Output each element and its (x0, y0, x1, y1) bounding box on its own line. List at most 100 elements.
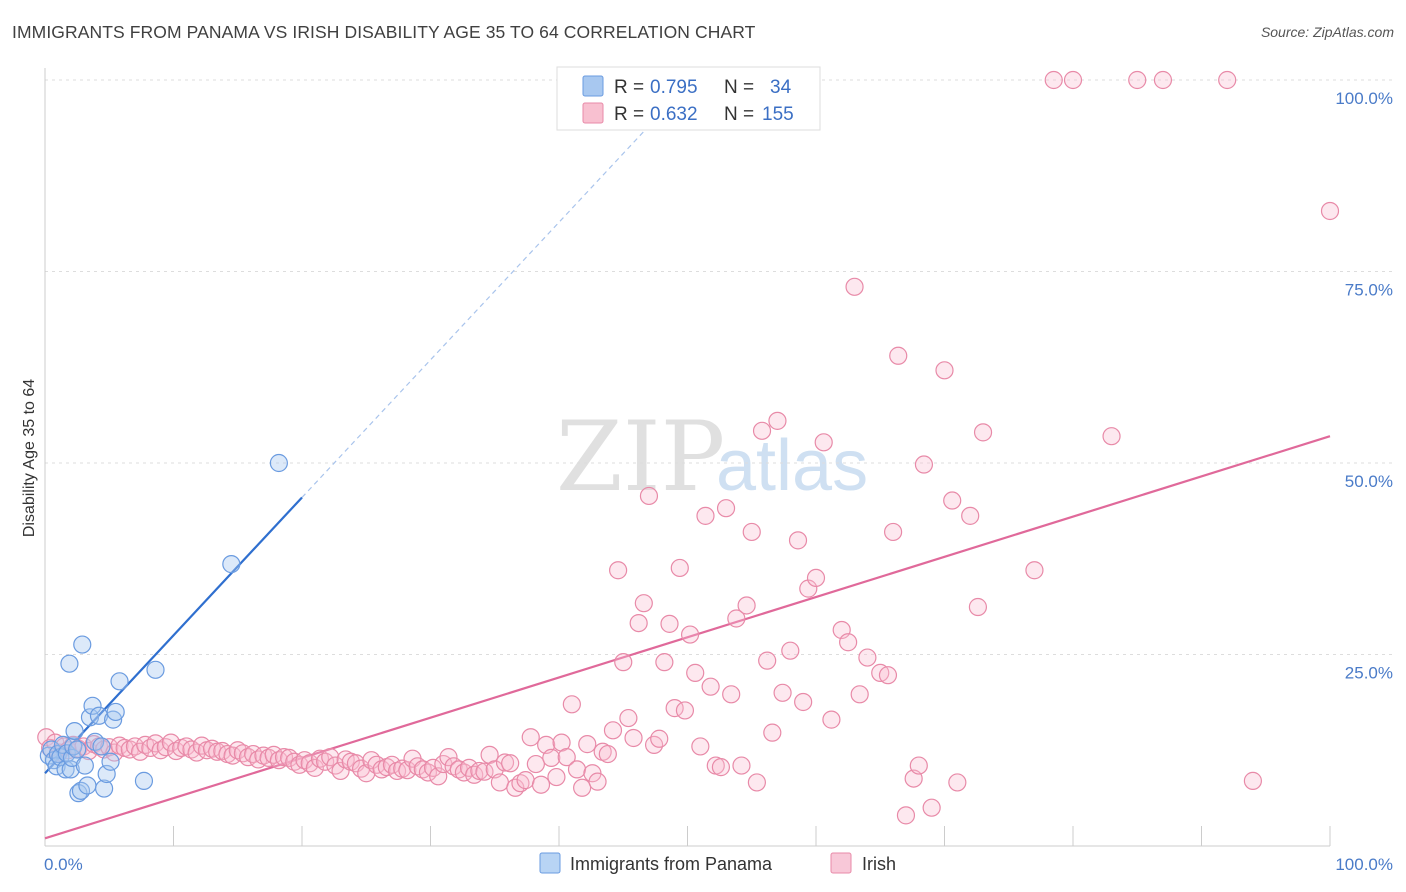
legend-r-label-panama: R = (614, 77, 644, 98)
irish-point (696, 506, 715, 525)
irish-point (896, 806, 916, 825)
irish-point (521, 728, 540, 747)
irish-point (716, 499, 736, 518)
panama-point (146, 660, 165, 679)
irish-point (883, 522, 903, 542)
irish-point (722, 685, 741, 704)
panama-point (56, 760, 75, 779)
panama-point (80, 708, 100, 727)
watermark-atlas: atlas (716, 426, 868, 506)
irish-point (788, 531, 808, 550)
irish-point (516, 771, 535, 790)
series-legend: Immigrants from Panama Irish (539, 852, 896, 874)
panama-point (101, 752, 120, 771)
irish-point (1320, 201, 1340, 221)
panama-point (110, 672, 129, 691)
irish-point (624, 728, 643, 748)
irish-point (670, 558, 689, 578)
y-tick-label: 100.0% (1335, 89, 1393, 108)
irish-point (573, 778, 592, 797)
irish-point (727, 609, 746, 628)
irish-point (274, 748, 294, 767)
legend-r-value-panama: 0.795 (650, 77, 698, 98)
irish-point (686, 663, 705, 682)
irish-point (177, 737, 196, 756)
panama-point (92, 737, 111, 756)
irish-point (850, 685, 869, 704)
x-tick-labels: 0.0% 100.0% (44, 855, 1393, 874)
legend-swatch-irish (582, 102, 604, 124)
irish-point (701, 677, 720, 696)
irish-point (806, 568, 826, 588)
panama-trend-extension (301, 125, 650, 498)
x-tick-label: 100.0% (1335, 855, 1393, 874)
legend-r-value-irish: 0.632 (650, 104, 698, 125)
irish-point (858, 648, 877, 667)
irish-point (1102, 427, 1121, 446)
y-tick-label: 25.0% (1345, 664, 1393, 683)
irish-point (737, 596, 756, 615)
irish-point (822, 710, 841, 729)
panama-point (269, 453, 288, 473)
irish-point (557, 748, 576, 767)
irish-point (295, 751, 314, 770)
irish-point (781, 641, 800, 660)
irish-point (603, 721, 623, 740)
irish-point (470, 761, 489, 781)
irish-point (968, 597, 988, 617)
panama-point (86, 732, 105, 751)
irish-point (768, 411, 787, 430)
irish-point (408, 757, 427, 776)
panama-point (60, 654, 79, 673)
irish-point (542, 748, 561, 768)
irish-point (973, 423, 993, 442)
irish-point (1218, 70, 1237, 90)
irish-point (675, 701, 695, 720)
irish-point (660, 614, 679, 633)
irish-point (567, 760, 587, 779)
axes (44, 68, 1331, 847)
irish-point (747, 773, 766, 792)
irish-point (439, 748, 458, 767)
irish-point (1243, 771, 1263, 790)
irish-point (711, 758, 731, 777)
legend-n-label-irish: N = (724, 104, 754, 125)
irish-point (655, 653, 674, 672)
irish-point (531, 775, 551, 794)
irish-point (763, 723, 782, 742)
irish-point (1128, 70, 1147, 90)
irish-point (588, 772, 607, 791)
panama-point (73, 635, 92, 654)
irish-point (878, 666, 898, 685)
irish-point (732, 756, 751, 775)
irish-point (634, 594, 653, 613)
irish-point (228, 741, 247, 760)
panama-point (83, 696, 102, 715)
legend-swatch-irish-bottom (830, 852, 852, 874)
legend-swatch-panama (582, 75, 604, 97)
irish-point (845, 277, 864, 296)
irish-point (680, 625, 700, 644)
irish-point (814, 433, 833, 452)
irish-point (398, 761, 417, 780)
panama-trend-line (44, 496, 303, 774)
irish-point (839, 633, 858, 652)
panama-point (222, 555, 241, 574)
irish-point (501, 754, 520, 773)
y-tick-label: 50.0% (1345, 472, 1393, 491)
irish-point (166, 741, 186, 761)
chart-title: IMMIGRANTS FROM PANAMA VS IRISH DISABILI… (12, 22, 756, 42)
irish-point (629, 613, 648, 633)
y-axis-label: Disability Age 35 to 64 (21, 379, 38, 537)
panama-point (65, 721, 84, 741)
irish-point (794, 692, 813, 712)
trend-lines (44, 125, 1331, 840)
irish-point (691, 737, 710, 756)
panama-point (95, 779, 114, 798)
irish-point (650, 729, 669, 748)
y-tick-labels: 25.0% 50.0% 75.0% 100.0% (1335, 89, 1393, 683)
irish-point (943, 491, 962, 510)
panama-point (61, 760, 80, 779)
panama-point (75, 756, 94, 775)
